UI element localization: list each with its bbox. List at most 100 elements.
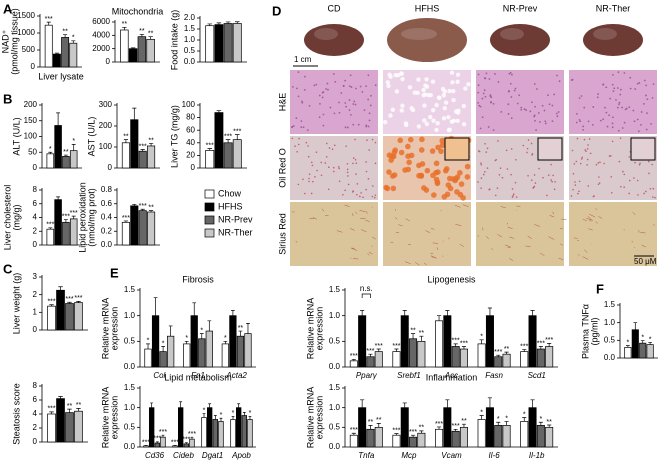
texture (595, 208, 598, 210)
y-axis-label: (mg/g) (11, 204, 21, 230)
texture (497, 140, 499, 142)
texture (308, 177, 310, 180)
texture (450, 80, 455, 85)
texture (332, 73, 335, 75)
texture (587, 120, 590, 123)
liver-photo (490, 24, 550, 56)
texture (307, 155, 310, 158)
bar (536, 348, 545, 368)
texture (634, 161, 636, 164)
texture (424, 121, 430, 127)
bar (144, 348, 152, 368)
bar (366, 428, 375, 448)
texture (557, 111, 560, 113)
texture (344, 79, 347, 82)
texture (512, 193, 515, 196)
bar (221, 343, 229, 368)
error-bar (231, 310, 235, 316)
texture (516, 102, 519, 105)
error-bar (368, 353, 373, 357)
texture (424, 77, 429, 82)
bar (74, 302, 83, 331)
significance: ** (419, 330, 425, 337)
texture (509, 82, 512, 85)
texture (575, 121, 578, 124)
error-bar (213, 415, 217, 420)
texture (500, 110, 503, 113)
significance: * (480, 334, 483, 341)
significance: * (249, 410, 252, 417)
texture (353, 258, 359, 260)
error-bar (394, 348, 399, 352)
error-bar (58, 396, 63, 399)
error-bar (155, 441, 159, 444)
texture (504, 244, 511, 248)
texture (603, 162, 605, 165)
texture (604, 106, 606, 109)
significance: * (523, 411, 526, 418)
liver-photo (304, 24, 364, 56)
texture (507, 103, 510, 106)
y-tick-label: 1.5 (604, 300, 616, 309)
texture (430, 107, 436, 113)
texture (527, 174, 529, 177)
texture (547, 174, 550, 176)
y-tick-label: 0.0 (101, 240, 113, 249)
texture (611, 140, 614, 143)
error-bar (522, 349, 527, 352)
panel-letter: F (596, 281, 604, 296)
texture (592, 106, 595, 108)
significance: *** (224, 133, 232, 140)
bar (65, 303, 74, 331)
significance: *** (350, 353, 358, 360)
texture (588, 228, 593, 231)
texture (542, 176, 544, 179)
texture (598, 182, 601, 184)
texture (391, 172, 398, 178)
bar (435, 428, 444, 448)
bar (154, 442, 161, 448)
y-tick-label: 200 (24, 100, 38, 109)
texture (386, 169, 392, 175)
column-label: NR-Ther (596, 3, 631, 13)
error-bar (190, 436, 194, 440)
texture (520, 106, 523, 109)
texture (325, 215, 329, 217)
texture (440, 209, 442, 211)
significance: *** (537, 340, 545, 347)
x-tick-label: Scd1 (528, 371, 546, 380)
texture (507, 226, 513, 229)
texture (349, 113, 352, 116)
significance: * (49, 146, 52, 153)
texture (425, 230, 431, 233)
texture (622, 170, 624, 173)
texture (489, 95, 492, 98)
error-bar (538, 421, 543, 426)
y-tick-label: 0.2 (101, 226, 113, 235)
texture (596, 96, 599, 99)
texture (628, 179, 631, 182)
texture (602, 83, 605, 86)
texture (446, 175, 453, 182)
texture (507, 90, 510, 93)
column-label: CD (328, 3, 341, 13)
y-tick-label: 1 (33, 307, 38, 316)
texture (385, 80, 390, 85)
texture (558, 257, 564, 260)
texture (535, 88, 538, 90)
y-tick-label: 0.8 (101, 185, 113, 194)
texture (584, 149, 587, 151)
error-bar (461, 423, 467, 428)
texture (645, 94, 647, 97)
texture (422, 118, 427, 123)
y-tick-label: 100 (182, 100, 196, 109)
texture (318, 94, 321, 97)
texture (325, 88, 327, 90)
texture (510, 173, 512, 176)
texture (537, 112, 540, 114)
texture (350, 86, 353, 88)
texture (511, 73, 513, 76)
bar (477, 419, 486, 448)
texture (331, 148, 334, 151)
texture (419, 136, 425, 143)
